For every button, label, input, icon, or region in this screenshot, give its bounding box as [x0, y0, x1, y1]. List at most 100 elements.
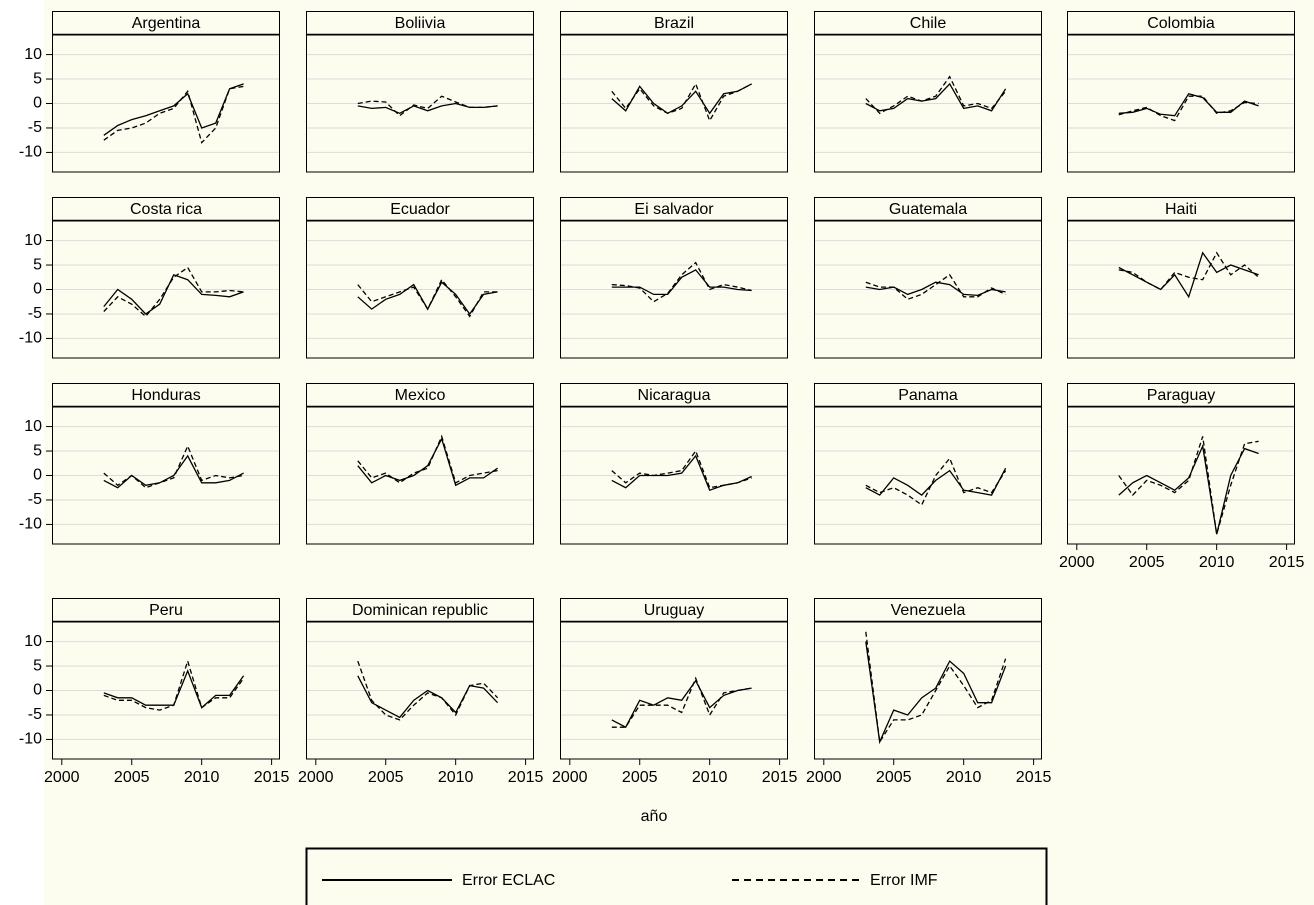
- y-tick-label: -10: [19, 731, 42, 748]
- panel-title: Uruguay: [644, 602, 704, 619]
- y-tick-label: 10: [24, 633, 42, 650]
- x-tick-label: 2000: [298, 769, 334, 786]
- series-line: [865, 75, 1007, 115]
- panel-header: [560, 598, 788, 623]
- y-tick-label: 10: [24, 418, 42, 435]
- panel-title: Dominican republic: [352, 602, 488, 619]
- series-line: [103, 273, 244, 315]
- y-tick-label: -5: [28, 706, 42, 723]
- y-tick-label: -5: [28, 491, 42, 508]
- series-line: [865, 467, 1007, 496]
- panel-title: Mexico: [395, 387, 446, 404]
- panel-title: Haiti: [1165, 201, 1197, 218]
- panel-title: Boliivia: [395, 15, 446, 32]
- y-tick-label: -5: [28, 119, 42, 136]
- x-tick-label: 2005: [1129, 554, 1165, 571]
- panel-header: [52, 383, 280, 408]
- y-tick-label: 5: [33, 442, 42, 459]
- panel-header: [814, 11, 1042, 36]
- series-line: [865, 631, 1007, 744]
- series-line: [103, 85, 244, 144]
- panel-header: [814, 197, 1042, 222]
- y-tick-label: 5: [33, 256, 42, 273]
- series-line: [611, 269, 752, 296]
- y-tick-label: -10: [19, 330, 42, 347]
- x-axis-label: año: [641, 808, 668, 825]
- series-line: [1118, 95, 1259, 122]
- panel-header: [1067, 11, 1295, 36]
- series-line: [357, 437, 498, 487]
- x-tick-label: 2015: [254, 769, 290, 786]
- x-tick-label: 2005: [622, 769, 658, 786]
- x-tick-label: 2000: [806, 769, 842, 786]
- panel-title: Brazil: [654, 15, 694, 32]
- series-line: [103, 83, 244, 136]
- series-line: [865, 281, 1006, 297]
- panel-title: Venezuela: [891, 602, 966, 619]
- series-line: [865, 273, 1006, 301]
- series-line: [611, 83, 752, 115]
- panel-title: Ei salvador: [634, 201, 714, 218]
- series-line: [103, 454, 244, 489]
- series-line: [865, 82, 1007, 112]
- x-tick-label: 2015: [762, 769, 798, 786]
- panel-header: [560, 197, 788, 222]
- x-tick-label: 2010: [184, 769, 220, 786]
- y-tick-label: 0: [33, 95, 42, 112]
- x-tick-label: 2010: [1199, 554, 1235, 571]
- x-tick-label: 2000: [44, 769, 80, 786]
- x-tick-label: 2005: [876, 769, 912, 786]
- series-line: [1118, 443, 1259, 535]
- panel-title: Paraguay: [1147, 387, 1216, 404]
- series-line: [1118, 92, 1259, 117]
- y-tick-label: 10: [24, 46, 42, 63]
- panel-header: [560, 383, 788, 408]
- panel-header: [1067, 383, 1295, 408]
- x-tick-label: 2015: [508, 769, 544, 786]
- y-tick-label: 0: [33, 281, 42, 298]
- y-tick-label: 5: [33, 657, 42, 674]
- series-line: [103, 444, 244, 489]
- legend-label: Error ECLAC: [462, 872, 555, 889]
- series-line: [103, 658, 245, 711]
- x-tick-label: 2010: [438, 769, 474, 786]
- series-line: [357, 278, 498, 318]
- series-line: [611, 261, 752, 303]
- panel-header: [306, 197, 534, 222]
- panel-header: [306, 598, 534, 623]
- series-line: [611, 676, 752, 728]
- series-line: [865, 457, 1007, 506]
- x-tick-label: 2005: [114, 769, 150, 786]
- panel-title: Nicaragua: [638, 387, 711, 404]
- series-line: [357, 675, 499, 719]
- series-line: [357, 660, 499, 721]
- series-line: [1118, 251, 1259, 299]
- series-line: [865, 641, 1007, 745]
- x-tick-label: 2005: [368, 769, 404, 786]
- y-tick-label: 10: [24, 232, 42, 249]
- panel-title: Argentina: [132, 15, 201, 32]
- panel-title: Ecuador: [390, 201, 450, 218]
- panel-title: Panama: [898, 387, 958, 404]
- panel-title: Honduras: [131, 387, 200, 404]
- y-tick-label: 0: [33, 467, 42, 484]
- x-tick-label: 2010: [692, 769, 728, 786]
- y-tick-label: -10: [19, 516, 42, 533]
- y-tick-label: 5: [33, 70, 42, 87]
- panel-title: Costa rica: [130, 201, 202, 218]
- y-tick-label: 0: [33, 682, 42, 699]
- panel-title: Chile: [910, 15, 947, 32]
- series-line: [1118, 251, 1260, 291]
- y-tick-label: -5: [28, 305, 42, 322]
- panel-header: [814, 383, 1042, 408]
- panel-header: [306, 11, 534, 36]
- legend-label: Error IMF: [870, 872, 938, 889]
- series-line: [611, 82, 752, 123]
- series-line: [611, 449, 752, 489]
- series-line: [611, 679, 752, 729]
- series-line: [357, 102, 498, 115]
- panel-header: [560, 11, 788, 36]
- panel-title: Guatemala: [889, 201, 967, 218]
- panel-header: [52, 197, 280, 222]
- legend-box: [305, 847, 1048, 905]
